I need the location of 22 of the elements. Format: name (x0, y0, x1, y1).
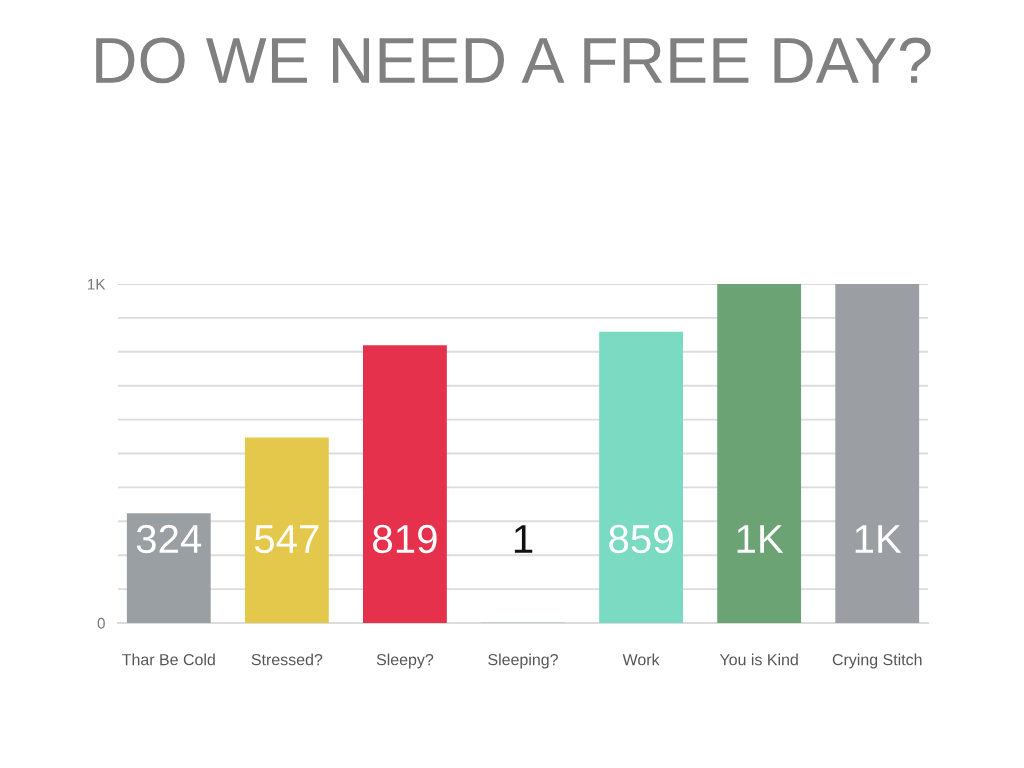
data-label: 1K (737, 525, 784, 553)
x-tick-label: You is Kind (719, 653, 798, 666)
data-label: 1K (855, 525, 902, 553)
x-tick-label: Work (622, 653, 660, 666)
data-label: 324 (136, 524, 202, 554)
data-label: 547 (254, 525, 319, 554)
bar (244, 437, 329, 623)
data-label: 819 (373, 524, 437, 554)
y-tick-label: 0 (97, 617, 105, 629)
x-tick-label: Sleeping? (488, 653, 558, 669)
bar (717, 284, 802, 623)
x-tick-label: Thar Be Cold (122, 653, 215, 666)
data-label: 859 (609, 524, 673, 554)
bar (126, 513, 211, 623)
data-label: 1 (514, 525, 533, 553)
x-tick-label: Crying Stitch (832, 653, 922, 669)
bar (835, 284, 920, 623)
x-tick-label: Sleepy? (376, 653, 434, 669)
chart-title: DO WE NEED A FREE DAY? (96, 37, 931, 84)
bar (363, 345, 447, 623)
bar (599, 331, 683, 623)
x-tick-label: Stressed? (251, 653, 323, 666)
